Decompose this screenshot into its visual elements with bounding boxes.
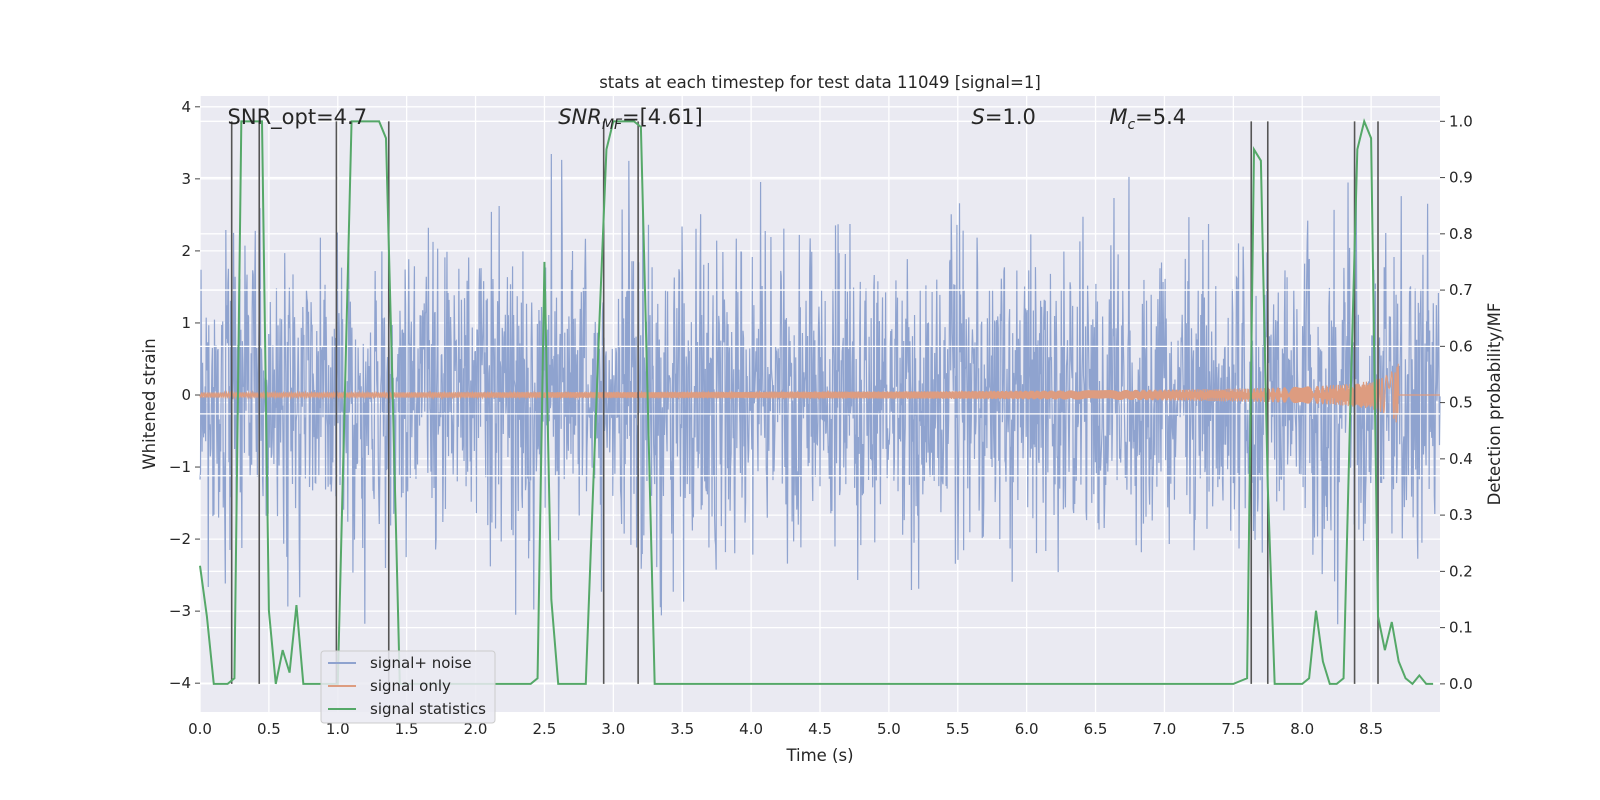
y2-tick-label: 0.4 [1449, 450, 1473, 468]
signal-noise-series [199, 154, 1441, 625]
signal-only-line [199, 363, 1440, 423]
chart-title: stats at each timestep for test data 110… [599, 73, 1041, 92]
y2-tick-label: 0.9 [1449, 169, 1473, 187]
x-tick-label: 7.0 [1153, 720, 1177, 738]
x-tick-label: 1.5 [395, 720, 419, 738]
x-tick-label: 8.5 [1359, 720, 1383, 738]
x-tick-label: 8.0 [1290, 720, 1314, 738]
x-tick-label: 4.5 [808, 720, 832, 738]
x-tick-label: 6.0 [1015, 720, 1039, 738]
y2-axis-label: Detection probability/MF [1485, 303, 1504, 506]
x-axis-ticks: 0.0 0.5 1.0 1.5 2.0 2.5 3.0 3.5 4.0 4.5 5.0 5.5 6.0 6… [188, 720, 1383, 738]
y2-tick-label: 0.8 [1449, 225, 1473, 243]
y2-tick-label: 0.5 [1449, 394, 1473, 412]
annotation-text: SNRMF=[4.61] [558, 105, 703, 133]
y2-tick-label: 0.3 [1449, 506, 1473, 524]
y-tick-label: 4 [181, 98, 191, 116]
y-tick-label: −2 [169, 530, 191, 548]
signal-noise-line [199, 154, 1441, 625]
annotation-text: SNR_opt=4.7 [228, 105, 368, 130]
x-tick-label: 5.5 [946, 720, 970, 738]
y-tick-label: 1 [181, 314, 191, 332]
x-tick-label: 0.5 [257, 720, 281, 738]
legend-box [320, 650, 496, 724]
x-tick-label: 2.0 [464, 720, 488, 738]
y-tick-label: 3 [181, 170, 191, 188]
signal-only-series [199, 363, 1440, 423]
annotations: SNR_opt=4.7 SNRMF=[4.61] S=1.0 Mc=5.4 [228, 105, 1187, 133]
legend: signal+ noise signal only signal statist… [320, 650, 496, 724]
horizontal-reference-lines [200, 289, 1440, 477]
y2-tick-label: 0.7 [1449, 281, 1473, 299]
y-tick-label: −4 [169, 674, 191, 692]
legend-label-signal-statistics: signal statistics [370, 700, 486, 718]
y2-tick-label: 1.0 [1449, 112, 1473, 130]
x-tick-label: 6.5 [1084, 720, 1108, 738]
x-tick-label: 3.0 [601, 720, 625, 738]
x-axis-label: Time (s) [785, 746, 853, 765]
x-tick-label: 4.0 [739, 720, 763, 738]
legend-label-signal-noise: signal+ noise [370, 654, 472, 672]
y-tick-label: 0 [181, 386, 191, 404]
annotation-text: Mc=5.4 [1109, 105, 1186, 133]
signal-statistics-series [199, 118, 1434, 686]
legend-label-signal-only: signal only [370, 677, 451, 695]
y-tick-label: −1 [169, 458, 191, 476]
x-tick-label: 1.0 [326, 720, 350, 738]
y2-tick-label: 0.1 [1449, 619, 1473, 637]
x-tick-label: 2.5 [533, 720, 557, 738]
y2-tick-label: 0.0 [1449, 675, 1473, 693]
y-tick-label: −3 [169, 602, 191, 620]
x-tick-label: 3.5 [670, 720, 694, 738]
x-tick-label: 7.5 [1221, 720, 1245, 738]
y2-tick-label: 0.2 [1449, 562, 1473, 580]
x-tick-label: 5.0 [877, 720, 901, 738]
annotation-text: S=1.0 [972, 105, 1036, 129]
y-axis-label: Whitened strain [140, 338, 159, 469]
y2-axis-ticks: 1.0 0.9 0.8 0.7 0.6 0.5 0.4 0.3 0.2 0.1 0.0 [1440, 112, 1473, 693]
y-tick-label: 2 [181, 242, 191, 260]
y2-tick-label: 0.6 [1449, 337, 1473, 355]
signal-statistics-line [199, 118, 1434, 686]
y-axis-ticks: 4 3 2 1 0 −1 −2 −3 −4 [169, 98, 200, 692]
x-tick-label: 0.0 [188, 720, 212, 738]
